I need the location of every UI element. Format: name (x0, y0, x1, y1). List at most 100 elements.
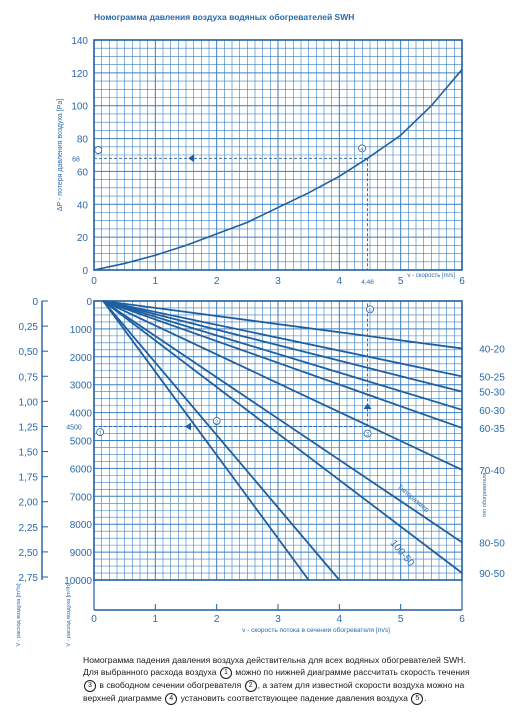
y-tick-label: 9000 (70, 548, 93, 559)
y-tick-label: 100 (71, 102, 88, 113)
left-tick-label: 2,00 (19, 498, 39, 509)
y-tick-label: 8000 (70, 520, 93, 531)
series-line (102, 300, 463, 574)
circle-2-label: 2 (215, 419, 218, 425)
series-line (102, 300, 463, 393)
left-tick-label: 1,00 (19, 397, 39, 408)
footer-description: Номограмма падения давления воздуха дейс… (83, 654, 523, 705)
series-label: 60-35 (479, 424, 505, 435)
x-tick-label: 1 (153, 276, 159, 287)
circle-icon (212, 417, 221, 425)
footer-line-3a: в свободном сечении обогревателя (99, 680, 242, 691)
tick-background (62, 350, 93, 363)
circle-4-label: 4 (360, 147, 363, 153)
left-tick-label: 2,75 (19, 573, 39, 584)
y-tick-label: 0 (86, 297, 92, 308)
arrow-left-icon (188, 154, 195, 163)
x-tick-label: 1 (153, 614, 159, 625)
series-line (102, 300, 463, 429)
y-tick-label: 140 (71, 36, 88, 47)
chart-title: Номограмма давления воздуха водяных обог… (94, 12, 354, 22)
y-tick-label: 7000 (70, 492, 93, 503)
left-axis-label: V - расход воздуха [m³/s] (16, 583, 22, 646)
x-axis-label: v - скорость потока в сечении обогревате… (242, 626, 390, 634)
marker-446: 4,46 (361, 279, 374, 286)
x-tick-label: 5 (398, 276, 404, 287)
circle-icon (363, 429, 372, 438)
x-tick-label: 5 (398, 614, 404, 625)
y-tick-label: 20 (77, 233, 89, 244)
footer-line-2b: можно по нижней диаграмме рассчитать ско… (235, 667, 470, 678)
left-tick-label: 1,25 (19, 422, 39, 433)
y-tick-label: 1000 (70, 325, 93, 336)
series-line (102, 300, 463, 411)
x-tick-label: 2 (214, 614, 220, 625)
footer-line-4b: установить соответствующее падение давле… (180, 692, 408, 703)
arrow-up-icon (363, 403, 372, 410)
series-line (102, 300, 463, 471)
footer-line-3: 3 в свободном сечении обогревателя 2, а … (83, 679, 523, 692)
series-label: 50-30 (479, 388, 505, 399)
circle-icon (366, 305, 374, 314)
series-label: 90-50 (479, 569, 505, 580)
tick-background (62, 518, 93, 531)
tick-background (62, 406, 93, 419)
series-line (103, 300, 463, 350)
x-tick-label: 4 (337, 614, 343, 625)
circle-1-label: 1 (99, 431, 102, 437)
circle-5-icon: 5 (411, 692, 424, 705)
tick-background (62, 490, 93, 503)
left-tick-label: 1,50 (19, 448, 39, 459)
tick-background (62, 462, 93, 475)
series-line (102, 300, 341, 581)
left-tick-label: 2,25 (19, 523, 39, 534)
marker-68: 68 (72, 156, 80, 163)
series-label: 80-50 (479, 538, 505, 549)
right-axis-label: тип обогревателя (482, 473, 488, 518)
series-line (103, 300, 463, 378)
circle-3-label: 3 (366, 432, 369, 438)
tick-background (62, 434, 93, 447)
footer-line-2: Для выбранного расхода воздуха 1 можно п… (83, 666, 523, 680)
pressure-curve (93, 69, 463, 271)
circle-icon (358, 144, 366, 153)
y-tick-label: 60 (77, 167, 89, 178)
x-tick-label: 3 (275, 276, 281, 287)
footer-line-1: Номограмма падения давления воздуха дейс… (83, 655, 466, 665)
circle-icon (96, 428, 105, 437)
tick-background (62, 322, 93, 335)
left-tick-label: 0,50 (19, 347, 39, 358)
left-tick-label: 2,50 (19, 548, 39, 559)
y-tick-label: 2000 (70, 353, 93, 364)
tick-background (62, 546, 93, 559)
circle-icon (94, 146, 103, 154)
circle-1-icon: 1 (219, 667, 232, 680)
footer-line-3b: , а затем для известной скорости воздуха… (257, 680, 465, 691)
series-label: 70-40 (479, 466, 505, 477)
y-axis-label: ΔP - потеря давления воздуха [Pa] (57, 99, 64, 211)
left-tick-label: 0 (32, 297, 38, 308)
marker-4500: 4500 (66, 425, 82, 432)
series-line (102, 300, 463, 544)
plot-frame (93, 300, 463, 581)
y-tick-label: 40 (77, 200, 89, 211)
series-label: 50-25 (479, 372, 505, 383)
y-tick-label: 4000 (70, 409, 93, 420)
circle-4-icon: 4 (165, 692, 178, 705)
y-tick-label: 80 (77, 135, 89, 146)
tick-background (62, 574, 93, 586)
y-tick-label: 5000 (70, 437, 93, 448)
y-tick-label: 0 (82, 266, 88, 277)
y-tick-label: 3000 (70, 381, 93, 392)
x-tick-label: 0 (91, 614, 97, 625)
circle-2-icon: 2 (244, 679, 257, 692)
y-tick-label: 10000 (64, 576, 92, 587)
circle-6-label: 6 (368, 308, 371, 314)
x-axis-label: v - скорость [m/s] (407, 273, 455, 279)
x-tick-label: 3 (275, 614, 281, 625)
footer-line-2a: Для выбранного расхода воздуха (83, 667, 217, 678)
footer-line-4: верхней диаграмме 4 установить соответст… (83, 692, 523, 705)
x-tick-label: 6 (459, 614, 465, 625)
series-label: 60-30 (479, 406, 505, 417)
